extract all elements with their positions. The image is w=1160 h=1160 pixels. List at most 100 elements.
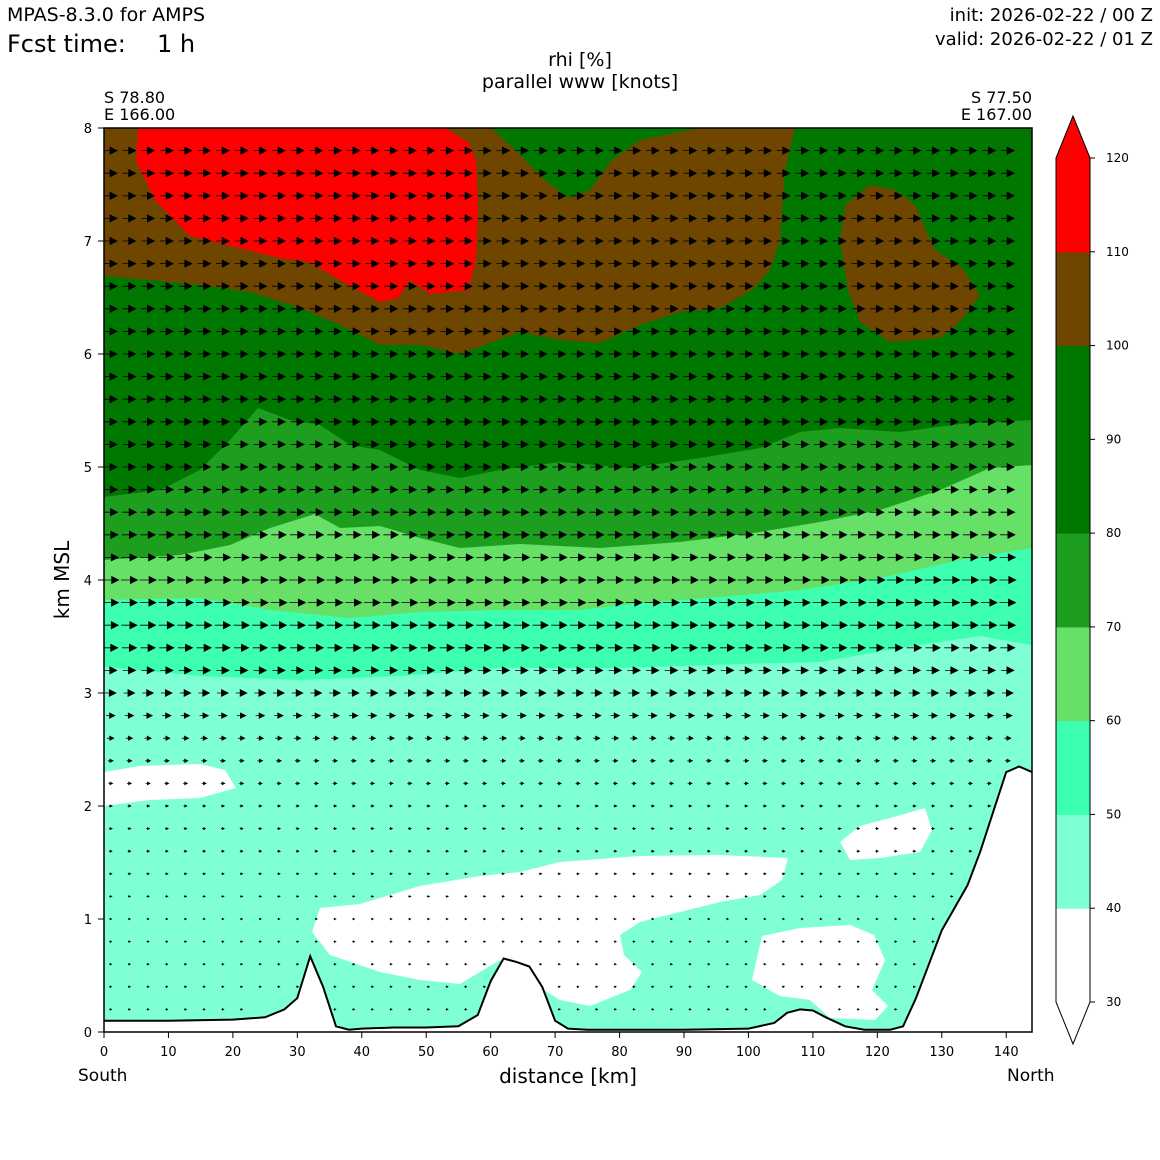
wind-arrow (986, 758, 993, 763)
wind-arrow (963, 462, 978, 472)
wind-arrow (477, 304, 492, 313)
wind-arrow (371, 962, 375, 966)
wind-arrow (389, 849, 394, 853)
wind-arrow (128, 985, 132, 989)
wind-arrow (930, 781, 936, 786)
wind-arrow (384, 440, 399, 449)
wind-arrow (365, 666, 380, 675)
wind-arrow (575, 758, 582, 763)
wind-arrow (608, 259, 623, 268)
wind-arrow (159, 485, 175, 494)
wind-arrow (668, 758, 675, 763)
wind-arrow (925, 643, 941, 652)
wind-arrow (814, 191, 829, 200)
wind-arrow (1002, 689, 1014, 697)
wind-arrow (832, 304, 847, 313)
wind-arrow (758, 349, 773, 359)
wind-arrow (402, 236, 417, 246)
wind-arrow (763, 827, 768, 831)
wind-arrow (744, 940, 748, 943)
wind-arrow (276, 781, 282, 786)
wind-arrow (906, 530, 923, 539)
wind-arrow (346, 349, 361, 359)
wind-arrow (888, 372, 903, 381)
wind-arrow (310, 689, 323, 697)
wind-arrow (850, 621, 867, 630)
wind-arrow (177, 553, 194, 562)
wind-arrow (571, 169, 586, 178)
wind-arrow (496, 349, 511, 359)
wind-arrow (296, 940, 300, 943)
wind-arrow (457, 553, 475, 562)
wind-arrow (384, 417, 399, 426)
wind-arrow (907, 372, 922, 381)
wind-arrow (831, 530, 848, 539)
wind-arrow (588, 575, 606, 585)
wind-arrow (913, 917, 917, 921)
wind-arrow (495, 553, 512, 562)
wind-arrow (799, 781, 805, 786)
wind-arrow (818, 781, 824, 786)
wind-arrow (893, 804, 898, 808)
wind-arrow (701, 169, 716, 178)
wind-arrow (742, 735, 751, 741)
wind-arrow (795, 214, 810, 223)
wind-arrow (277, 849, 281, 853)
wind-arrow (290, 327, 305, 336)
wind-arrow (164, 781, 170, 786)
wind-arrow (944, 282, 959, 291)
wind-arrow (497, 689, 510, 697)
wind-arrow (720, 462, 735, 472)
wind-arrow (762, 781, 768, 786)
wind-arrow (240, 1008, 244, 1011)
wind-arrow (982, 485, 997, 494)
wind-arrow (402, 462, 417, 472)
wind-arrow (515, 666, 529, 675)
wind-arrow (275, 735, 283, 741)
wind-arrow (632, 962, 636, 966)
wind-arrow (539, 872, 543, 876)
wind-arrow (963, 146, 978, 155)
wind-arrow (816, 712, 826, 719)
wind-arrow (482, 849, 487, 853)
chart-title: rhi [%] (548, 49, 612, 71)
wind-arrow (963, 417, 978, 426)
wind-arrow (402, 485, 418, 494)
wind-arrow (913, 940, 917, 943)
wind-arrow (963, 214, 978, 223)
wind-arrow (121, 553, 138, 562)
wind-arrow (757, 643, 773, 652)
wind-arrow (384, 349, 399, 359)
wind-arrow (930, 758, 937, 763)
wind-arrow (277, 872, 281, 876)
wind-arrow (270, 575, 288, 585)
wind-arrow (350, 735, 358, 741)
wind-arrow (421, 395, 436, 404)
wind-arrow (290, 485, 306, 494)
wind-arrow (178, 327, 193, 336)
wind-arrow (870, 214, 885, 223)
wind-arrow (762, 758, 769, 763)
wind-arrow (738, 553, 755, 562)
wind-arrow (853, 712, 864, 719)
wind-arrow (165, 940, 169, 943)
wind-arrow (851, 349, 866, 359)
wind-arrow (776, 666, 791, 675)
wind-arrow (595, 917, 599, 921)
wind-arrow (464, 985, 468, 989)
wind-arrow (184, 940, 188, 943)
wind-arrow (458, 259, 473, 268)
wind-arrow (888, 349, 903, 359)
wind-arrow (757, 485, 773, 494)
wind-arrow (352, 849, 356, 853)
wind-arrow (458, 643, 474, 652)
wind-arrow (1000, 485, 1016, 494)
wind-arrow (146, 895, 150, 898)
wind-arrow (832, 259, 847, 268)
wind-arrow (832, 462, 847, 472)
wind-arrow (346, 236, 361, 246)
wind-arrow (127, 804, 132, 808)
wind-arrow (533, 327, 548, 336)
wind-arrow (814, 214, 829, 223)
wind-arrow (850, 553, 867, 562)
